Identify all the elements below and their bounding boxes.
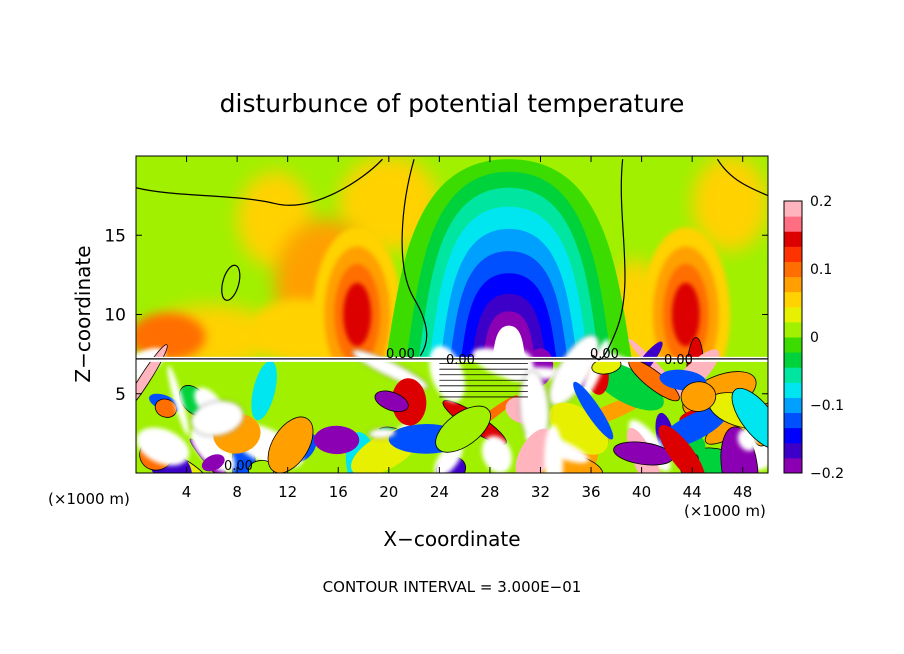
colorbar-swatch [784, 321, 802, 338]
turbulent-eddy [313, 425, 360, 455]
contour-label: 0.00 [664, 353, 693, 368]
x-tick-label: 8 [232, 483, 242, 501]
turbulent-eddy [201, 454, 225, 472]
colorbar-swatch [784, 412, 802, 429]
colorbar-tick-label: 0.1 [810, 262, 832, 278]
y-tick-label: 10 [104, 306, 126, 326]
turbulent-eddy [549, 402, 609, 455]
colorbar-swatch [784, 427, 802, 444]
y-tick-label: 5 [115, 385, 126, 405]
x-axis-label: X−coordinate [383, 527, 520, 551]
y-axis-label: Z−coordinate [71, 245, 95, 382]
turbulent-eddy [680, 381, 717, 412]
colorbar-swatch [784, 201, 802, 217]
x-tick-label: 4 [182, 483, 192, 501]
contour-line [590, 159, 626, 361]
contour-line [136, 158, 383, 206]
colorbar-swatch [784, 382, 802, 398]
turbulent-eddy [658, 424, 706, 473]
colorbar-swatch [784, 367, 802, 383]
colorbar-swatch [784, 231, 802, 247]
y-tick-label: 15 [104, 226, 126, 246]
colorbar-swatch [784, 306, 802, 323]
contour-loop [221, 264, 241, 301]
x-unit-left: (×1000 m) [48, 490, 130, 508]
x-tick-label: 48 [733, 483, 752, 501]
colorbar-swatch [784, 337, 802, 353]
turbulent-eddy [251, 360, 277, 421]
turbulent-eddy [391, 378, 427, 426]
x-tick-label: 28 [480, 483, 499, 501]
turbulent-eddy [267, 416, 314, 473]
colorbar-swatch [784, 261, 802, 278]
field-patch [692, 156, 768, 252]
colorbar-swatch [784, 442, 802, 459]
contour-label: 0.00 [224, 459, 253, 474]
turbulent-eddy [374, 390, 409, 413]
contour-line [716, 158, 768, 197]
x-tick-label: 16 [329, 483, 348, 501]
colorbar-tick-label: −0.2 [810, 466, 844, 482]
contour-lines [136, 158, 768, 361]
colorbar-swatch [784, 397, 802, 414]
turbulent-eddy [435, 405, 491, 453]
turbulent-eddy [190, 400, 244, 437]
x-tick-label: 36 [581, 483, 600, 501]
chart-title: disturbunce of potential temperature [220, 89, 685, 118]
warm-lobe-right-band [671, 282, 700, 347]
turbulent-eddy [544, 424, 564, 473]
turbulent-eddy [136, 427, 190, 466]
y-axis: 5 10 15 [104, 226, 768, 405]
colorbar-swatch [784, 352, 802, 368]
turbulent-eddy [472, 348, 535, 381]
x-tick-label: 32 [531, 483, 550, 501]
contour-line [401, 159, 428, 357]
colorbar-swatch [784, 216, 802, 232]
field-patch [338, 156, 440, 252]
lower-turbulent-layer [136, 334, 768, 473]
turbulent-eddy [573, 381, 614, 440]
turbulent-eddy [167, 365, 189, 436]
turbulent-eddy [481, 435, 512, 473]
colorbar: 0.2 0.1 0 −0.1 −0.2 [783, 194, 844, 482]
turbulent-eddy [154, 398, 177, 418]
x-tick-label: 44 [683, 483, 702, 501]
x-axis: 4 8 12 16 20 24 28 32 36 40 44 48 [182, 156, 752, 501]
colorbar-swatch [784, 291, 802, 308]
x-tick-label: 40 [632, 483, 651, 501]
colorbar-swatch [784, 457, 802, 474]
x-tick-label: 24 [430, 483, 449, 501]
x-tick-label: 20 [379, 483, 398, 501]
contour-label: 0.00 [386, 347, 415, 362]
colorbar-tick-label: 0 [810, 330, 819, 346]
contour-label: 0.00 [590, 347, 619, 362]
colorbar-swatch [784, 246, 802, 262]
colorbar-frame [783, 200, 803, 474]
x-unit-right: (×1000 m) [684, 502, 766, 520]
colorbar-tick-label: −0.1 [810, 398, 844, 414]
contour-interval-note: CONTOUR INTERVAL = 3.000E−01 [323, 578, 582, 596]
colorbar-tick-label: 0.2 [810, 194, 832, 210]
warm-lobe-left-band [343, 282, 372, 347]
colorbar-swatch [784, 276, 802, 293]
x-tick-label: 12 [278, 483, 297, 501]
contour-label: 0.00 [446, 353, 475, 368]
plot-area [136, 156, 768, 473]
turbulent-eddy [731, 387, 768, 450]
turbulent-eddy [368, 428, 396, 439]
